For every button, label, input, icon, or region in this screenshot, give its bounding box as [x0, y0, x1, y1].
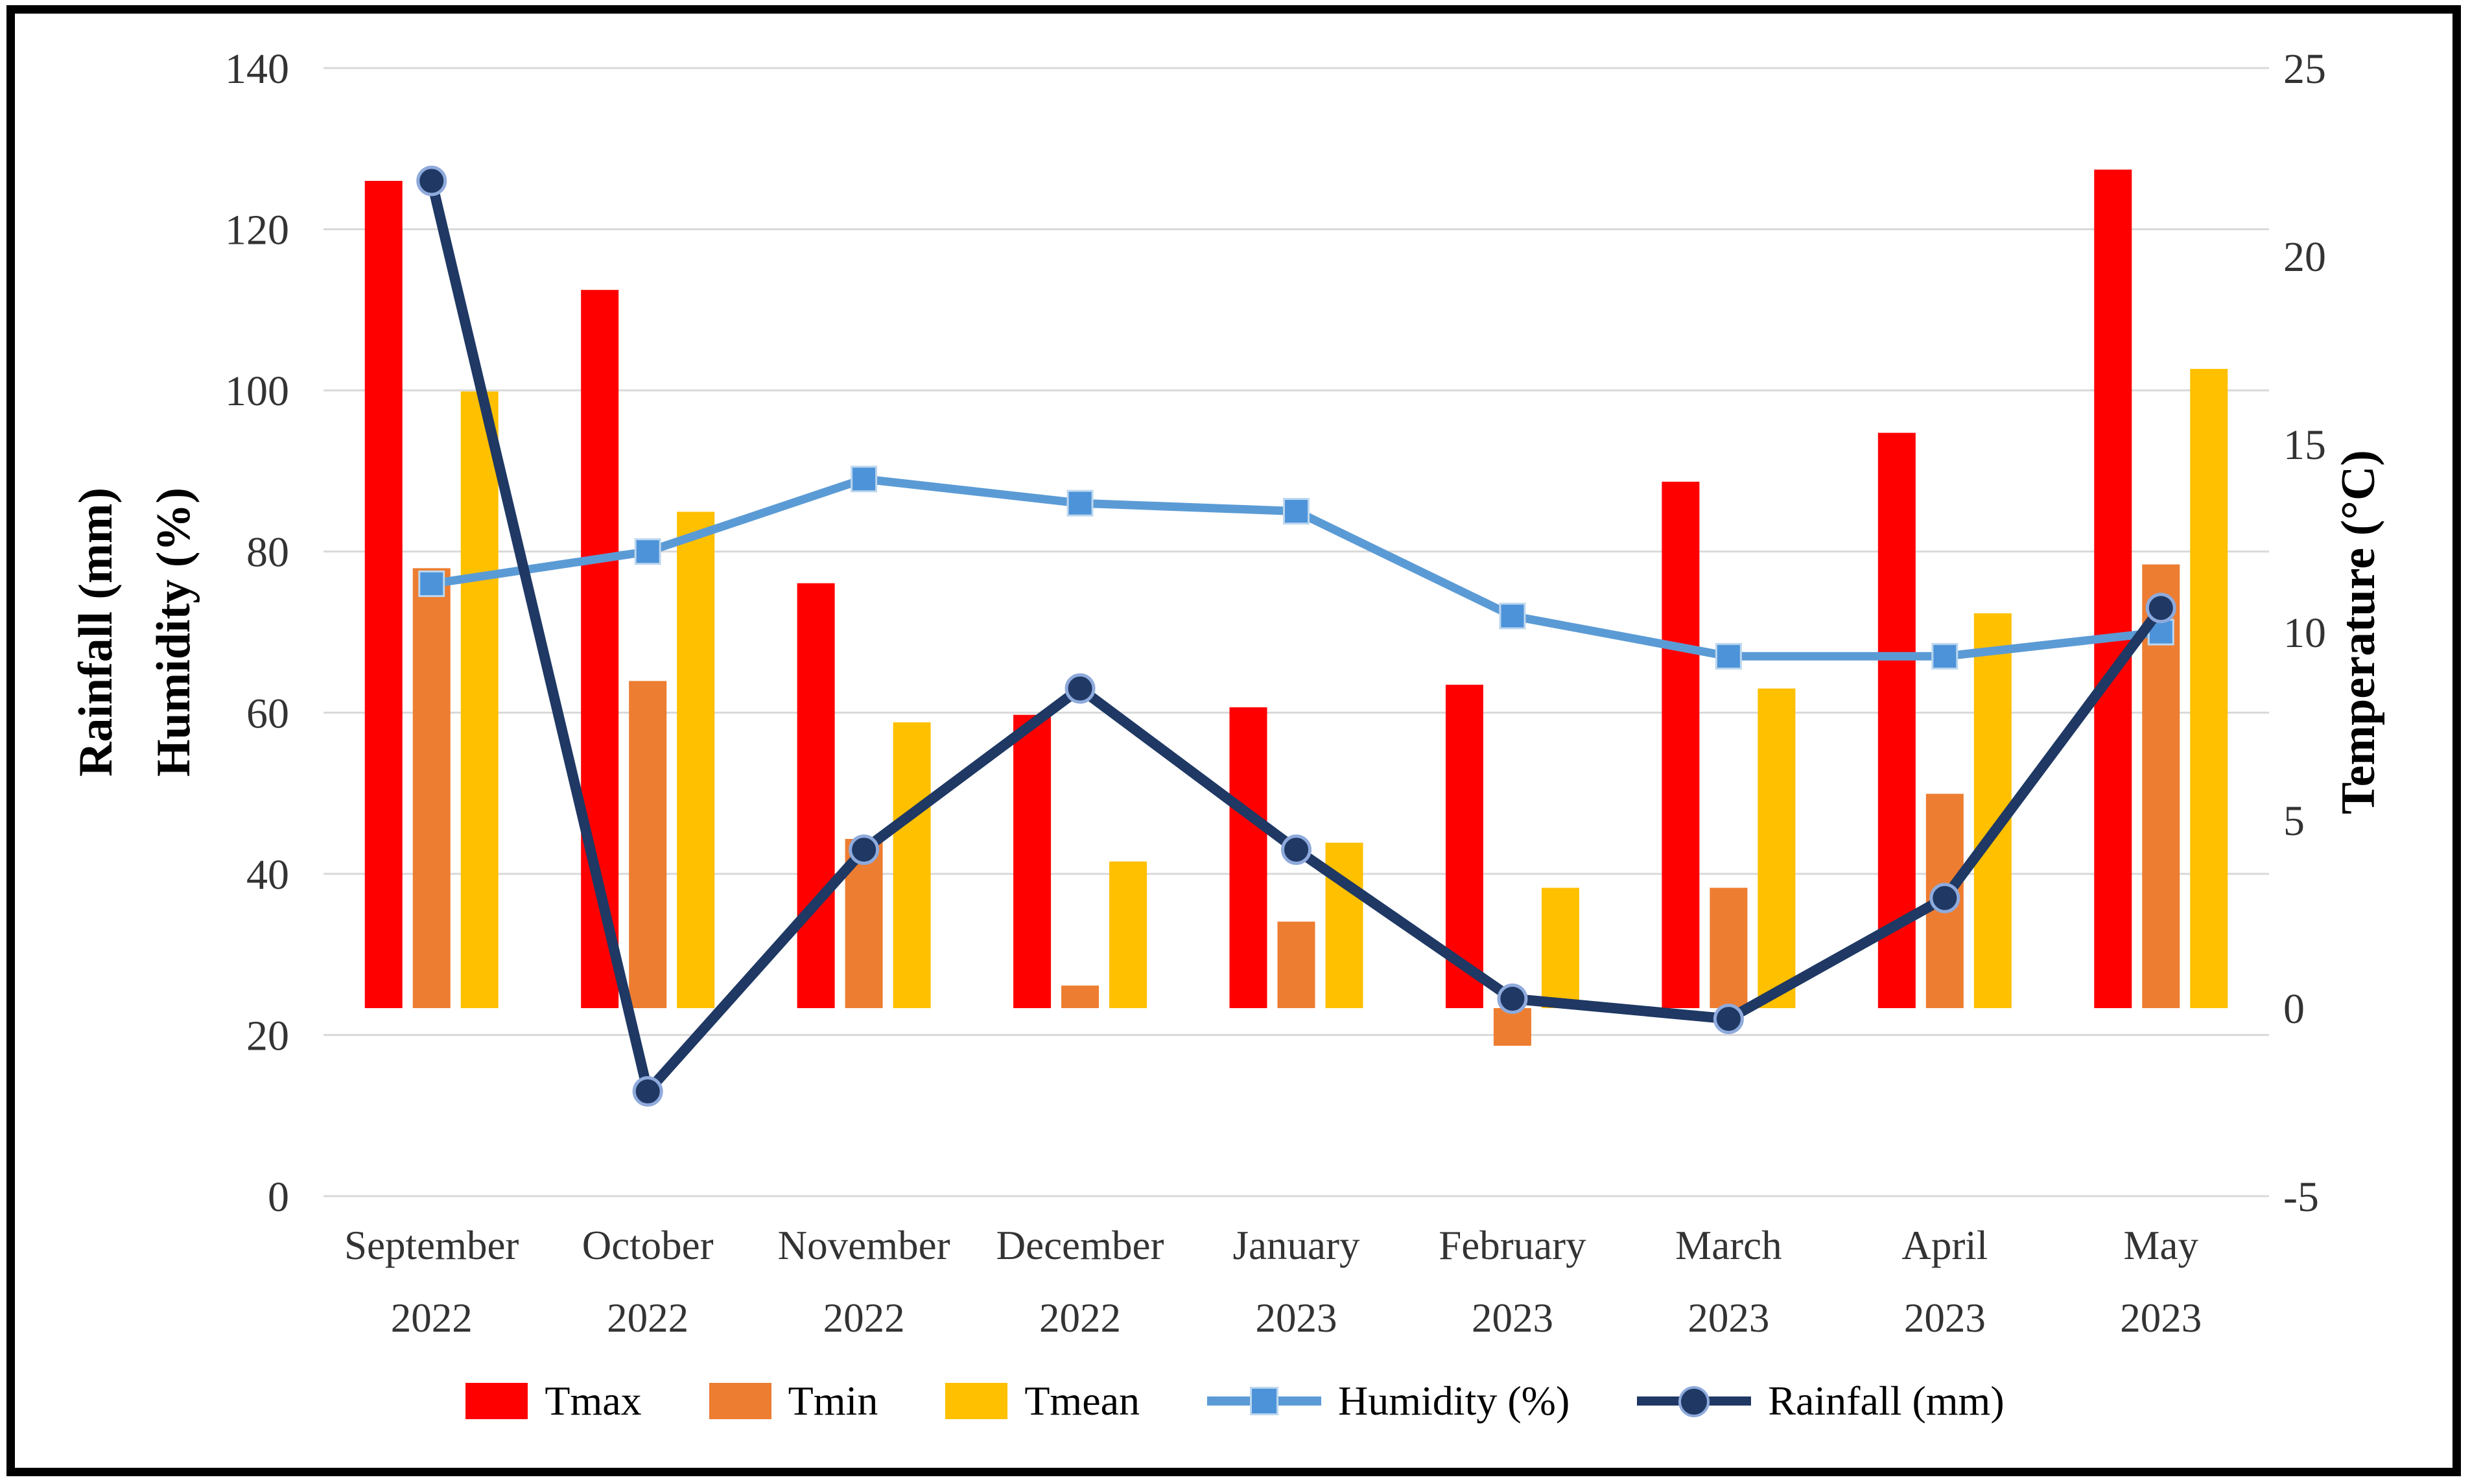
- tmin-swatch-icon: [709, 1383, 771, 1419]
- y-axis-left-tick-label-80: 80: [246, 529, 289, 576]
- bar-tmean-february-2023: [1541, 888, 1579, 1008]
- marker-humidity-april-2023: [1931, 642, 1958, 670]
- x-axis-label-may-2023: May: [2124, 1223, 2199, 1268]
- legend-label-tmax: Tmax: [545, 1378, 642, 1424]
- marker-rainfall-february-2023: [1497, 983, 1528, 1014]
- marker-humidity-september-2022: [418, 570, 445, 597]
- bar-tmin-march-2023: [1710, 888, 1748, 1008]
- marker-humidity-november-2022: [851, 465, 878, 493]
- left-axis-title-rainfall: Rainfall (mm): [69, 488, 123, 777]
- marker-rainfall-december-2022: [1064, 673, 1096, 704]
- x-axis-year-label-february-2023: 2023: [1472, 1295, 1553, 1341]
- y-axis-right-tick-label-5: 5: [2283, 797, 2305, 845]
- bar-tmin-october-2022: [629, 681, 667, 1008]
- marker-humidity-october-2022: [634, 538, 661, 565]
- rainfall-line-swatch-icon: [1637, 1383, 1752, 1419]
- x-axis-year-label-october-2022: 2022: [607, 1295, 688, 1341]
- legend-item-tmean: Tmean: [945, 1377, 1140, 1425]
- marker-rainfall-october-2022: [632, 1076, 663, 1107]
- y-axis-right-tick-label-0: 0: [2283, 985, 2305, 1033]
- bar-tmax-september-2022: [364, 181, 403, 1008]
- marker-rainfall-november-2022: [849, 834, 880, 866]
- humidity-line-swatch-icon: [1207, 1383, 1321, 1419]
- marker-rainfall-april-2023: [1929, 882, 1960, 913]
- bar-tmax-march-2023: [1662, 482, 1700, 1008]
- x-axis-label-september-2022: September: [344, 1223, 519, 1268]
- x-axis-label-april-2023: April: [1901, 1223, 1988, 1268]
- left-axis-title-humidity: Humidity (%): [147, 488, 200, 777]
- x-axis-label-january-2023: January: [1233, 1223, 1360, 1268]
- x-axis-year-label-november-2022: 2022: [823, 1295, 905, 1341]
- y-axis-left-tick-label-140: 140: [225, 45, 289, 93]
- marker-rainfall-may-2023: [2145, 593, 2176, 624]
- x-axis-year-label-may-2023: 2023: [2120, 1295, 2202, 1341]
- marker-humidity-march-2023: [1715, 642, 1742, 670]
- x-axis-label-october-2022: October: [582, 1223, 714, 1268]
- bar-tmean-october-2022: [677, 512, 715, 1008]
- x-axis-year-label-december-2022: 2022: [1039, 1295, 1121, 1341]
- x-axis-year-label-september-2022: 2022: [391, 1295, 473, 1341]
- marker-rainfall-september-2022: [416, 165, 447, 196]
- legend-label-tmin: Tmin: [788, 1378, 878, 1424]
- y-axis-left-tick-label-20: 20: [246, 1012, 289, 1059]
- rainfall-circle-marker-icon: [1678, 1386, 1710, 1417]
- tmax-swatch-icon: [465, 1383, 528, 1419]
- legend-label-rainfall: Rainfall (mm): [1768, 1378, 2005, 1424]
- x-axis-year-label-january-2023: 2023: [1256, 1295, 1337, 1341]
- marker-humidity-december-2022: [1066, 489, 1094, 517]
- x-axis-label-february-2023: February: [1439, 1223, 1586, 1268]
- bar-tmax-november-2022: [797, 583, 835, 1008]
- bar-tmin-january-2023: [1277, 921, 1315, 1008]
- x-axis-year-label-april-2023: 2023: [1904, 1295, 1986, 1341]
- x-axis-label-december-2022: December: [996, 1223, 1164, 1268]
- marker-rainfall-january-2023: [1281, 834, 1311, 866]
- y-axis-left-tick-label-100: 100: [225, 368, 289, 415]
- y-axis-right-tick-label-10: 10: [2283, 609, 2326, 657]
- x-axis-label-november-2022: November: [778, 1223, 950, 1268]
- y-axis-left-tick-label-40: 40: [246, 851, 289, 899]
- bar-tmax-january-2023: [1229, 707, 1267, 1008]
- humidity-square-marker-icon: [1250, 1387, 1278, 1415]
- marker-humidity-february-2023: [1499, 602, 1526, 630]
- legend-item-tmax: Tmax: [465, 1377, 642, 1425]
- bar-tmax-may-2023: [2094, 169, 2132, 1009]
- legend-item-rainfall: Rainfall (mm): [1637, 1377, 2005, 1425]
- y-axis-right-tick-label--5: -5: [2283, 1173, 2319, 1221]
- tmean-swatch-icon: [945, 1383, 1008, 1419]
- y-axis-right-tick-label-20: 20: [2283, 233, 2326, 281]
- legend-label-tmean: Tmean: [1024, 1378, 1140, 1424]
- bar-tmin-september-2022: [412, 568, 451, 1008]
- bar-tmean-march-2023: [1758, 689, 1796, 1008]
- bar-tmin-december-2022: [1061, 985, 1100, 1008]
- marker-rainfall-march-2023: [1713, 1004, 1744, 1035]
- y-axis-right-tick-label-15: 15: [2283, 421, 2326, 469]
- bar-tmax-december-2022: [1013, 714, 1052, 1008]
- bar-tmean-september-2022: [460, 391, 499, 1008]
- bar-tmean-may-2023: [2190, 369, 2228, 1008]
- y-axis-right-tick-label-25: 25: [2283, 45, 2326, 93]
- legend-item-humidity: Humidity (%): [1207, 1377, 1570, 1425]
- y-axis-left-tick-label-60: 60: [246, 690, 289, 737]
- y-axis-left-tick-label-0: 0: [268, 1173, 289, 1221]
- right-axis-title-temperature: Temperature (°C): [2332, 450, 2385, 814]
- x-axis-label-march-2023: March: [1675, 1223, 1782, 1268]
- figure-border: [6, 5, 2461, 1476]
- chart-legend: Tmax Tmin Tmean Humidity (%) Rainfall (m…: [0, 1377, 2470, 1425]
- bar-tmin-february-2023: [1493, 1008, 1531, 1046]
- marker-humidity-january-2023: [1283, 498, 1310, 525]
- legend-item-tmin: Tmin: [709, 1377, 878, 1425]
- x-axis-year-label-march-2023: 2023: [1688, 1295, 1769, 1341]
- legend-label-humidity: Humidity (%): [1338, 1378, 1570, 1424]
- bar-tmean-december-2022: [1109, 861, 1147, 1008]
- y-axis-left-tick-label-120: 120: [225, 207, 289, 254]
- bar-tmean-november-2022: [893, 722, 931, 1008]
